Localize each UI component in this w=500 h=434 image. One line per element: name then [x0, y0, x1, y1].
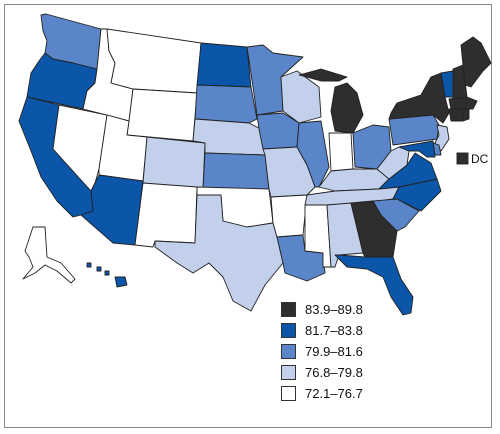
legend-swatch	[281, 302, 296, 317]
legend-item: 72.1–76.7	[281, 385, 461, 403]
state-wisconsin	[280, 70, 322, 124]
state-colorado	[142, 136, 206, 190]
legend-label: 72.1–76.7	[305, 386, 363, 401]
state-texas	[154, 194, 284, 312]
state-indiana	[328, 132, 354, 172]
legend-item: 76.8–79.8	[281, 364, 461, 382]
dc-swatch	[456, 152, 469, 165]
state-maryland	[398, 140, 436, 158]
state-massachusetts	[448, 96, 478, 110]
state-pennsylvania	[388, 114, 440, 146]
legend-label: 79.9–81.6	[305, 344, 363, 359]
state-north-dakota	[196, 42, 252, 88]
state-new-york	[388, 72, 450, 124]
legend-item: 81.7–83.8	[281, 322, 461, 340]
state-florida	[334, 254, 414, 316]
state-connecticut	[448, 108, 464, 122]
state-hawaii	[86, 262, 128, 288]
legend-label: 76.8–79.8	[305, 365, 363, 380]
state-wyoming	[126, 88, 198, 142]
state-montana	[106, 28, 202, 94]
legend-swatch	[281, 344, 296, 359]
state-kentucky	[318, 168, 390, 192]
legend-item: 79.9–81.6	[281, 343, 461, 361]
us-choropleth-map: DC	[18, 13, 492, 316]
legend-item: 83.9–89.8	[281, 301, 461, 319]
state-michigan	[298, 68, 364, 134]
state-maine	[460, 36, 492, 88]
state-louisiana	[276, 234, 326, 282]
state-illinois	[296, 120, 330, 188]
dc-label: DC	[471, 152, 489, 166]
legend-label: 81.7–83.8	[305, 323, 363, 338]
state-alaska	[22, 226, 76, 284]
state-new-mexico	[134, 182, 198, 248]
map-frame: DC 83.9–89.8 81.7–83.8 79.9–81.6 76.8–79…	[4, 4, 492, 428]
state-arkansas	[270, 194, 308, 238]
state-south-dakota	[194, 84, 258, 124]
state-kansas	[202, 152, 270, 190]
legend-label: 83.9–89.8	[305, 302, 363, 317]
legend-swatch	[281, 323, 296, 338]
state-rhode-island	[462, 108, 470, 122]
legend-swatch	[281, 386, 296, 401]
legend-swatch	[281, 365, 296, 380]
